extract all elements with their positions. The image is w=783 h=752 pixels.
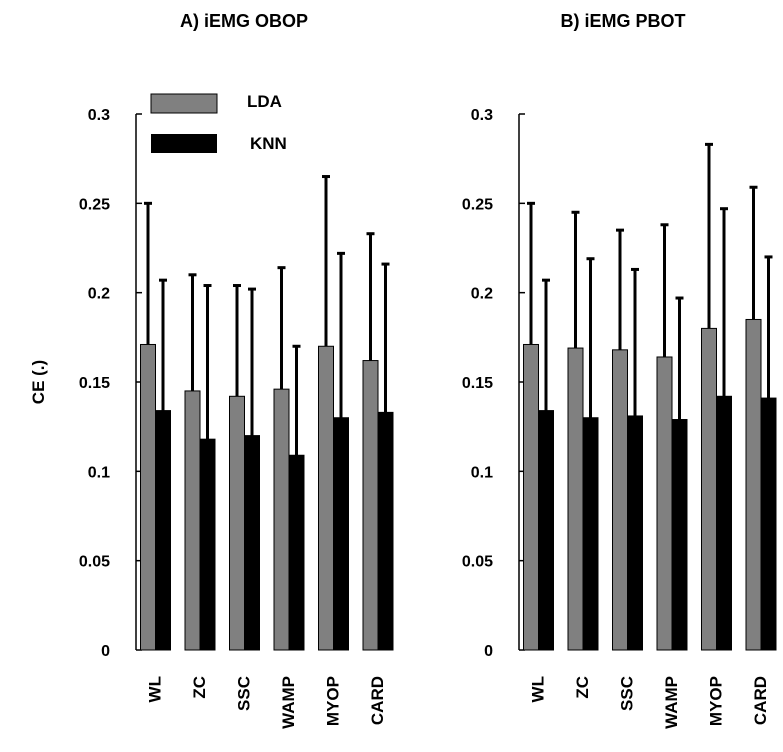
bar-knn-ssc [627, 415, 643, 651]
x-tick-label-wamp: WAMP [279, 676, 298, 729]
chart-b-title: B) iEMG PBOT [561, 11, 686, 31]
legend-label-knn: KNN [250, 134, 287, 153]
bar-knn-wl [538, 410, 554, 651]
y-tick-label: 0.15 [79, 375, 110, 392]
y-tick-label: 0 [101, 643, 110, 660]
x-tick-label-card: CARD [368, 676, 387, 725]
legend-label-lda: LDA [247, 92, 282, 111]
legend-swatch-knn [151, 134, 217, 153]
y-tick-label: 0.1 [471, 464, 493, 481]
x-tick-label-ssc: SSC [235, 676, 254, 711]
x-tick-label-zc: ZC [190, 676, 209, 699]
bar-lda-myop [318, 345, 334, 651]
x-tick-label-zc: ZC [573, 676, 592, 699]
bar-lda-wamp [656, 356, 673, 651]
bar-knn-wl [155, 410, 171, 651]
bar-lda-card [745, 318, 762, 651]
legend-swatch-lda [150, 93, 218, 114]
bar-lda-wamp [273, 388, 290, 651]
bar-knn-ssc [244, 435, 260, 651]
bar-lda-zc [567, 347, 584, 651]
bar-knn-wamp [288, 454, 305, 651]
x-tick-label-card: CARD [751, 676, 770, 725]
y-axis-label: CE (.) [29, 360, 48, 404]
bar-knn-wamp [671, 419, 688, 651]
bar-lda-wl [523, 343, 539, 651]
bar-knn-card [760, 397, 777, 651]
y-tick-label: 0.3 [88, 107, 110, 124]
y-tick-label: 0.25 [79, 196, 110, 213]
chart-b: 0 0.05 0.1 0.15 0.2 0.25 0.3 WL ZC SSC WAMP MYOP CAR… [462, 107, 777, 729]
y-tick-label: 0.05 [79, 554, 110, 571]
y-tick-label: 0.25 [462, 196, 493, 213]
bar-lda-zc [184, 390, 201, 651]
bar-lda-ssc [612, 349, 628, 651]
y-tick-label: 0.15 [462, 375, 493, 392]
y-tick-label: 0.05 [462, 554, 493, 571]
y-tick-label: 0.2 [471, 286, 493, 303]
bar-lda-ssc [229, 395, 245, 651]
bar-knn-myop [716, 395, 732, 651]
x-tick-label-wl: WL [529, 676, 548, 702]
bar-knn-zc [582, 417, 599, 651]
y-tick-label: 0 [484, 643, 493, 660]
bar-knn-card [377, 411, 394, 651]
y-tick-label: 0.2 [88, 286, 110, 303]
x-tick-label-wamp: WAMP [662, 676, 681, 729]
x-tick-label-myop: MYOP [324, 676, 343, 726]
y-tick-label: 0.3 [471, 107, 493, 124]
bar-lda-wl [140, 343, 156, 651]
x-tick-label-ssc: SSC [618, 676, 637, 711]
legend: LDA KNN [150, 92, 287, 153]
chart-a: 0 0.05 0.1 0.15 0.2 0.25 0.3 WL ZC SSC WAMP MYOP CAR… [79, 107, 394, 729]
bar-lda-myop [701, 327, 717, 651]
bar-lda-card [362, 360, 379, 651]
y-tick-label: 0.1 [88, 464, 110, 481]
x-tick-label-wl: WL [146, 676, 165, 702]
x-tick-label-myop: MYOP [707, 676, 726, 726]
chart-a-title: A) iEMG OBOP [180, 11, 308, 31]
bar-knn-myop [333, 417, 349, 651]
bar-knn-zc [199, 438, 216, 651]
